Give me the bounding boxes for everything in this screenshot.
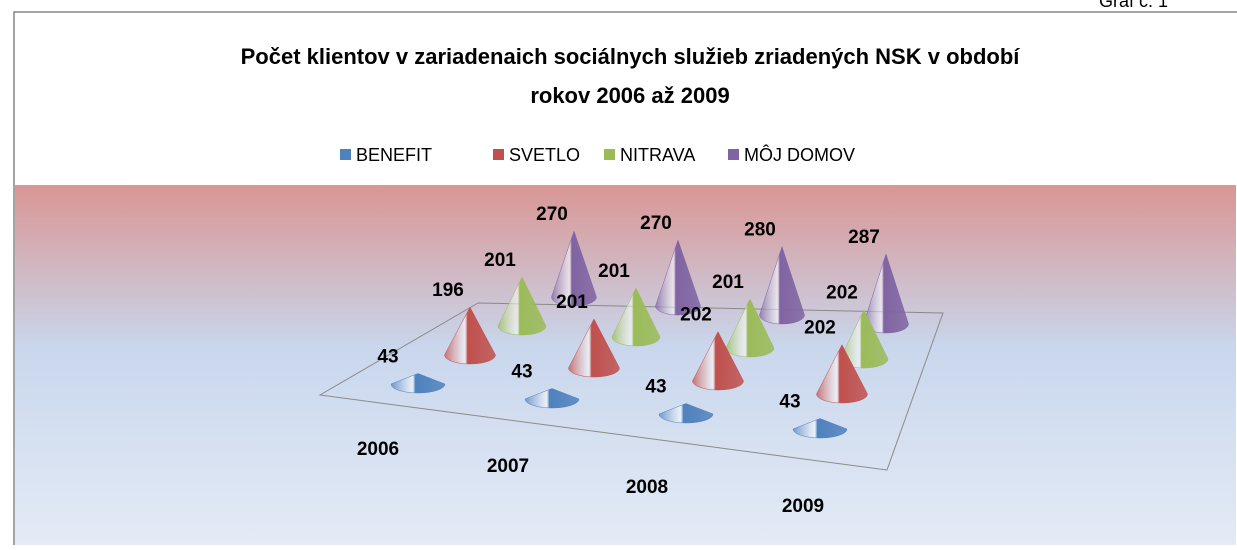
legend-swatch bbox=[604, 149, 615, 160]
data-label: 201 bbox=[598, 261, 630, 282]
cone bbox=[816, 344, 868, 404]
data-label: 43 bbox=[511, 362, 532, 383]
data-label: 201 bbox=[712, 272, 744, 293]
header-note: Graf č. 1 bbox=[1099, 0, 1168, 11]
data-label: 43 bbox=[645, 377, 666, 398]
data-label: 201 bbox=[484, 250, 516, 271]
cone bbox=[390, 373, 446, 394]
data-label: 287 bbox=[848, 227, 880, 248]
x-tick-label: 2007 bbox=[487, 456, 529, 477]
data-label: 196 bbox=[432, 280, 464, 301]
cone bbox=[551, 230, 597, 307]
legend-label: SVETLO bbox=[509, 145, 580, 165]
cone bbox=[497, 276, 547, 336]
chart-title: rokov 2006 až 2009 bbox=[530, 83, 729, 108]
cone bbox=[524, 388, 580, 409]
chart-title: Počet klientov v zariadenaich sociálnych… bbox=[241, 44, 1021, 69]
legend-swatch bbox=[493, 149, 504, 160]
legend-label: BENEFIT bbox=[356, 145, 432, 165]
data-label: 270 bbox=[640, 213, 672, 234]
data-label: 201 bbox=[556, 292, 588, 313]
cone bbox=[444, 306, 496, 365]
cone bbox=[792, 418, 848, 439]
cone bbox=[611, 287, 661, 347]
cone bbox=[658, 403, 714, 424]
cone bbox=[692, 331, 744, 391]
plot-area bbox=[15, 185, 1236, 545]
data-label: 202 bbox=[680, 305, 712, 326]
x-tick-label: 2008 bbox=[626, 477, 668, 498]
cone bbox=[759, 245, 805, 325]
floor bbox=[318, 302, 944, 471]
legend-label: NITRAVA bbox=[620, 145, 695, 165]
cone bbox=[568, 318, 620, 378]
x-tick-label: 2009 bbox=[782, 496, 824, 517]
legend-swatch bbox=[728, 149, 739, 160]
data-label: 202 bbox=[804, 318, 836, 339]
cone bbox=[655, 239, 701, 316]
data-label: 43 bbox=[377, 347, 398, 368]
legend-label: MÔJ DOMOV bbox=[744, 144, 855, 165]
data-label: 202 bbox=[826, 283, 858, 304]
legend-swatch bbox=[340, 149, 351, 160]
data-label: 270 bbox=[536, 204, 568, 225]
data-label: 43 bbox=[779, 392, 800, 413]
data-label: 280 bbox=[744, 220, 776, 241]
x-tick-label: 2006 bbox=[357, 439, 399, 460]
